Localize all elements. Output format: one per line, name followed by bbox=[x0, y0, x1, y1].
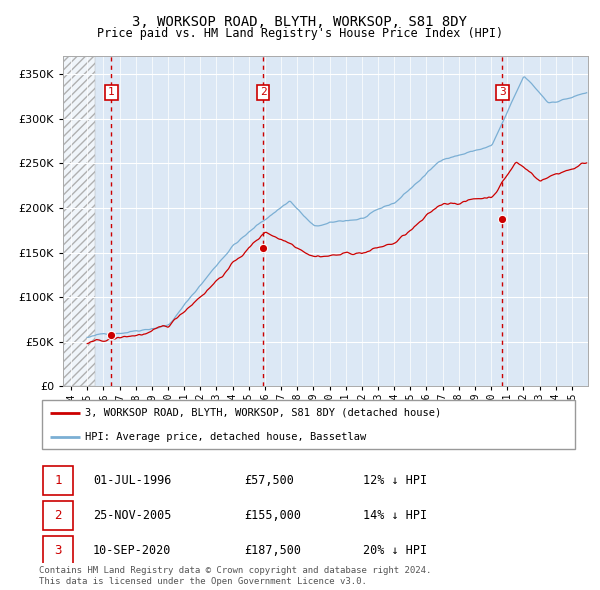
Text: 12% ↓ HPI: 12% ↓ HPI bbox=[363, 474, 427, 487]
Text: 2: 2 bbox=[260, 87, 266, 97]
Text: 1: 1 bbox=[55, 474, 62, 487]
Text: 20% ↓ HPI: 20% ↓ HPI bbox=[363, 544, 427, 557]
Text: 3: 3 bbox=[499, 87, 506, 97]
Text: 10-SEP-2020: 10-SEP-2020 bbox=[93, 544, 172, 557]
Text: 3, WORKSOP ROAD, BLYTH, WORKSOP, S81 8DY (detached house): 3, WORKSOP ROAD, BLYTH, WORKSOP, S81 8DY… bbox=[85, 408, 441, 418]
Text: 01-JUL-1996: 01-JUL-1996 bbox=[93, 474, 172, 487]
Text: 2: 2 bbox=[55, 509, 62, 522]
Text: £57,500: £57,500 bbox=[244, 474, 294, 487]
Text: £187,500: £187,500 bbox=[244, 544, 301, 557]
Text: HPI: Average price, detached house, Bassetlaw: HPI: Average price, detached house, Bass… bbox=[85, 432, 366, 442]
FancyBboxPatch shape bbox=[42, 401, 575, 449]
Text: This data is licensed under the Open Government Licence v3.0.: This data is licensed under the Open Gov… bbox=[39, 577, 367, 586]
Text: 1: 1 bbox=[108, 87, 115, 97]
Bar bbox=[43, 502, 73, 530]
Bar bbox=[43, 466, 73, 494]
Text: £155,000: £155,000 bbox=[244, 509, 301, 522]
Text: 14% ↓ HPI: 14% ↓ HPI bbox=[363, 509, 427, 522]
Bar bbox=[43, 536, 73, 565]
Text: Price paid vs. HM Land Registry's House Price Index (HPI): Price paid vs. HM Land Registry's House … bbox=[97, 27, 503, 40]
Text: 25-NOV-2005: 25-NOV-2005 bbox=[93, 509, 172, 522]
Text: 3, WORKSOP ROAD, BLYTH, WORKSOP, S81 8DY: 3, WORKSOP ROAD, BLYTH, WORKSOP, S81 8DY bbox=[133, 15, 467, 29]
Text: 3: 3 bbox=[55, 544, 62, 557]
Text: Contains HM Land Registry data © Crown copyright and database right 2024.: Contains HM Land Registry data © Crown c… bbox=[39, 566, 431, 575]
